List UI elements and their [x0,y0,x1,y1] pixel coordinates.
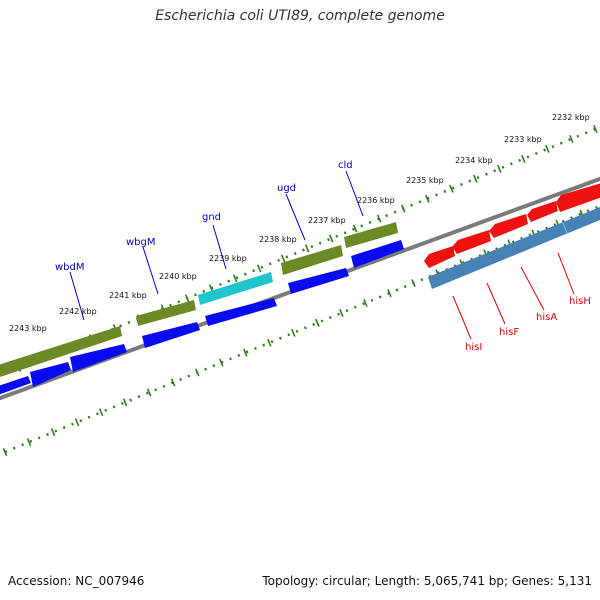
ruler-tick [411,279,416,288]
kbp-label: 2233 kbp [504,135,542,144]
ruler-tick [328,234,334,243]
gene-label-gnd: gnd [202,212,221,223]
kbp-label: 2241 kbp [109,291,147,300]
kbp-label: 2239 kbp [209,254,247,263]
ruler-tick [521,154,526,163]
ruler-tick [545,144,550,153]
ruler-tick [218,358,224,367]
ruler-tick [2,447,8,457]
forward-gene-row [0,222,398,377]
ruler-tick [363,299,368,308]
cds-forward-4 [142,322,200,348]
ruler-tick [376,214,382,223]
reverse-cds-row [424,183,600,268]
ruler-tick [256,264,262,273]
ruler-tick [232,274,238,283]
ruler-tick [497,164,502,173]
cds-forward-7 [351,240,404,268]
cds-reverse-5 [556,183,600,212]
cds-reverse-4 [527,201,558,222]
ruler-tick [569,134,574,143]
ruler-tick [425,194,430,203]
kbp-label: 2235 kbp [406,176,444,185]
ruler-tick [194,368,200,377]
gene-label-hisH: hisH [569,296,591,307]
cds-reverse-2 [452,230,491,254]
accession-text: Accession: NC_007946 [8,574,145,588]
label-connectors [69,170,575,340]
gene-olive-1 [0,326,122,377]
gene-reverse-divider [562,222,568,234]
gene-label-wbgM: wbgM [126,237,156,248]
genome-stats-text: Topology: circular; Length: 5,065,741 bp… [262,574,592,588]
ruler-tick [352,224,358,233]
kbp-label: 2238 kbp [259,235,297,244]
ruler-tick [449,184,454,193]
gene-label-hisA: hisA [536,312,557,323]
map-title: Escherichia coli UTI89, complete genome [155,8,445,24]
ruler-tick [243,348,248,357]
kbp-label: 2237 kbp [308,216,346,225]
gene-reverse-steelblue [428,207,600,289]
ruler-tick [291,328,296,337]
gene-olive-4 [344,222,398,248]
ruler-tick [122,398,128,407]
ruler-tick [74,418,80,427]
cds-forward-3 [70,344,127,372]
gene-label-wbdM: wbdM [55,262,85,273]
cds-forward-1 [0,376,31,395]
ruler-tick [98,408,104,417]
ruler-tick [339,308,344,317]
reverse-gene-labels: hisH hisA hisF hisI [465,296,591,353]
ruler-tick [280,254,286,263]
outer-ruler-track [0,125,600,378]
ruler-tick [401,204,406,213]
kbp-label: 2242 kbp [59,307,97,316]
forward-gene-labels: cld ugd gnd wbgM wbdM [55,160,353,273]
cds-forward-6 [288,268,349,294]
kbp-label: 2232 kbp [552,113,590,122]
gene-label-hisI: hisI [465,342,482,353]
kbp-label: 2240 kbp [159,272,197,281]
ruler-tick [315,318,320,327]
ruler-tick [184,294,190,303]
ruler-tick [146,388,152,397]
ruler-tick [473,174,478,183]
ruler-tick [387,289,392,298]
kbp-label: 2234 kbp [455,156,493,165]
gene-gnd-cyan [198,272,273,305]
cds-reverse-3 [489,214,528,238]
gene-label-hisF: hisF [499,327,519,338]
ruler-labels: 2232 kbp 2233 kbp 2234 kbp 2235 kbp 2236… [9,113,590,333]
cds-forward-2 [30,362,71,387]
forward-cds-row [0,240,404,395]
cds-forward-5 [205,298,277,326]
ruler-tick [304,244,310,253]
ruler-tick [170,378,176,387]
ruler-tick [593,124,598,133]
gene-olive-3 [281,245,343,275]
ruler-tick [26,438,32,447]
kbp-label: 2236 kbp [357,196,395,205]
ruler-tick [267,338,272,347]
gene-label-cld: cld [338,160,353,171]
gene-olive-2 [136,300,196,326]
cds-reverse-1 [424,246,455,268]
kbp-label: 2243 kbp [9,324,47,333]
gene-label-ugd: ugd [277,183,296,194]
ruler-tick [50,428,56,437]
inner-ruler-track [4,204,600,454]
